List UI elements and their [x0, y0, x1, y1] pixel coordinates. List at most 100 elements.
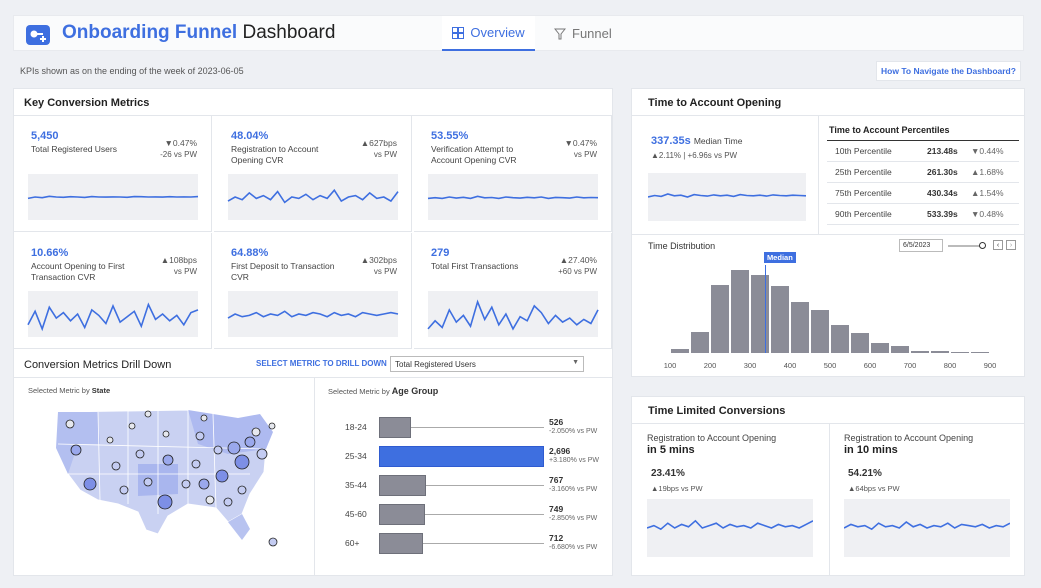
histogram-bar[interactable] [751, 274, 769, 353]
histogram-bar[interactable] [911, 350, 929, 353]
help-link[interactable]: How To Navigate the Dashboard? [876, 61, 1021, 81]
kpi-tile[interactable]: 279 Total First Transactions ▲27.40% +60… [414, 233, 612, 349]
percentile-label: 90th Percentile [835, 209, 892, 219]
age-group-label: 45-60 [345, 509, 367, 519]
kpi-tile[interactable]: 48.04% Registration to Account Opening C… [214, 116, 412, 232]
kpi-delta-sub: vs PW [173, 267, 197, 276]
kpi-label: Registration to Account Opening CVR [231, 144, 319, 165]
time-limited-delta: ▲64bps vs PW [848, 484, 900, 493]
age-group-label: 25-34 [345, 451, 367, 461]
kpi-value: 48.04% [231, 130, 269, 142]
percentile-row: 25th Percentile 261.30s ▲1.68% [827, 162, 1019, 183]
histogram-tick-label: 700 [903, 361, 917, 370]
age-group-row[interactable]: 45-60 749 -2.850% vs PW [339, 502, 609, 532]
age-group-row[interactable]: 25-34 2,696 +3.180% vs PW [339, 444, 609, 474]
histogram-bar[interactable] [891, 345, 909, 353]
time-to-open-title-bar [632, 89, 1024, 116]
kpi-value: 10.66% [31, 247, 69, 259]
kpi-delta: ▼0.47% [164, 138, 197, 148]
date-slider[interactable] [948, 245, 982, 247]
date-input[interactable]: 6/5/2023 [899, 239, 943, 252]
age-group-leader-line [425, 514, 544, 515]
histogram-bar[interactable] [671, 349, 689, 353]
us-state-map[interactable] [28, 404, 308, 564]
prev-date-button[interactable]: ‹ [993, 240, 1003, 250]
time-to-open-card: Time to Account Opening 337.35s Median T… [631, 88, 1025, 377]
age-group-value: 767 [549, 475, 564, 485]
age-group-bar[interactable] [379, 446, 544, 467]
kpi-delta-sub: +60 vs PW [558, 267, 597, 276]
tab-overview[interactable]: Overview [442, 16, 535, 51]
histogram-bar[interactable] [971, 351, 989, 353]
histogram-tick-label: 100 [663, 361, 677, 370]
age-group-delta: -2.050% vs PW [549, 428, 598, 435]
age-group-label: 35-44 [345, 480, 367, 490]
key-metrics-title: Key Conversion Metrics [24, 97, 150, 109]
kpi-label: Total First Transactions [431, 261, 519, 271]
age-group-delta: -2.850% vs PW [549, 515, 598, 522]
histogram-tick-label: 800 [943, 361, 957, 370]
logo-icon [26, 25, 50, 45]
distribution-title: Time Distribution [648, 241, 716, 251]
age-caption-prefix: Selected Metric by [328, 387, 392, 396]
page-title-main: Onboarding Funnel [62, 22, 238, 43]
age-group-bar[interactable] [379, 417, 411, 438]
histogram-bar[interactable] [851, 333, 869, 353]
divider-vertical [314, 378, 315, 576]
kpi-label: First Deposit to Transaction CVR [231, 261, 335, 282]
age-group-row[interactable]: 18-24 526 -2.050% vs PW [339, 415, 609, 445]
state-caption-prefix: Selected Metric by [28, 386, 92, 395]
histogram-bar[interactable] [831, 324, 849, 353]
next-date-button[interactable]: › [1006, 240, 1016, 250]
histogram-bar[interactable] [951, 351, 969, 353]
time-limited-item[interactable]: Registration to Account Opening in 5 min… [647, 433, 817, 573]
age-group-leader-line [426, 485, 544, 486]
age-group-bar[interactable] [379, 475, 426, 496]
state-caption: Selected Metric by State [28, 386, 110, 395]
metric-select[interactable]: Total Registered Users ▼ [390, 356, 584, 372]
histogram-bar[interactable] [931, 350, 949, 353]
histogram-bar[interactable] [691, 332, 709, 353]
kpi-sparkline [227, 174, 399, 220]
week-note: KPIs shown as on the ending of the week … [20, 66, 244, 76]
time-limited-item[interactable]: Registration to Account Opening in 10 mi… [844, 433, 1014, 573]
median-time-value: 337.35s [651, 135, 691, 147]
histogram-bar[interactable] [711, 284, 729, 353]
percentile-value: 213.48s [927, 146, 958, 156]
age-group-bar[interactable] [379, 533, 423, 554]
age-group-value: 712 [549, 533, 564, 543]
histogram-x-axis: 100 200 300 400 500 600 700 800 900 [664, 361, 997, 371]
tab-funnel[interactable]: Funnel [554, 16, 624, 51]
kpi-tile[interactable]: 64.88% First Deposit to Transaction CVR … [214, 233, 412, 349]
kpi-value: 279 [431, 247, 450, 259]
kpi-value: 5,450 [31, 130, 59, 142]
tab-overview-label: Overview [470, 25, 525, 40]
percentile-value: 533.39s [927, 209, 958, 219]
age-group-label: 18-24 [345, 422, 367, 432]
time-limited-card: Time Limited Conversions Registration to… [631, 396, 1025, 576]
time-histogram: Median [670, 252, 990, 353]
histogram-tick-label: 200 [703, 361, 717, 370]
kpi-tile[interactable]: 10.66% Account Opening to First Transact… [14, 233, 212, 349]
kpi-sparkline [27, 174, 199, 220]
tab-funnel-label: Funnel [572, 26, 612, 41]
filter-icon [554, 28, 566, 39]
kpi-delta-sub: vs PW [373, 150, 397, 159]
histogram-bar[interactable] [771, 285, 789, 353]
histogram-bar[interactable] [811, 310, 829, 353]
histogram-bar[interactable] [731, 269, 749, 353]
histogram-bar[interactable] [871, 343, 889, 353]
key-metrics-card: Key Conversion Metrics 5,450 Total Regis… [13, 88, 613, 576]
age-group-row[interactable]: 35-44 767 -3.160% vs PW [339, 473, 609, 503]
histogram-tick-label: 500 [823, 361, 837, 370]
time-limited-label: Registration to Account Opening [647, 433, 777, 443]
histogram-bar[interactable] [791, 301, 809, 353]
time-limited-title: Time Limited Conversions [648, 405, 786, 417]
kpi-tile[interactable]: 53.55% Verification Attempt to Account O… [414, 116, 612, 232]
chevron-down-icon: ▼ [572, 359, 579, 366]
kpi-tile[interactable]: 5,450 Total Registered Users ▼0.47% -26 … [14, 116, 212, 232]
age-group-row[interactable]: 60+ 712 -6.680% vs PW [339, 531, 609, 561]
time-limited-value: 54.21% [848, 468, 882, 479]
slider-handle[interactable] [979, 242, 986, 249]
age-group-bar[interactable] [379, 504, 425, 525]
